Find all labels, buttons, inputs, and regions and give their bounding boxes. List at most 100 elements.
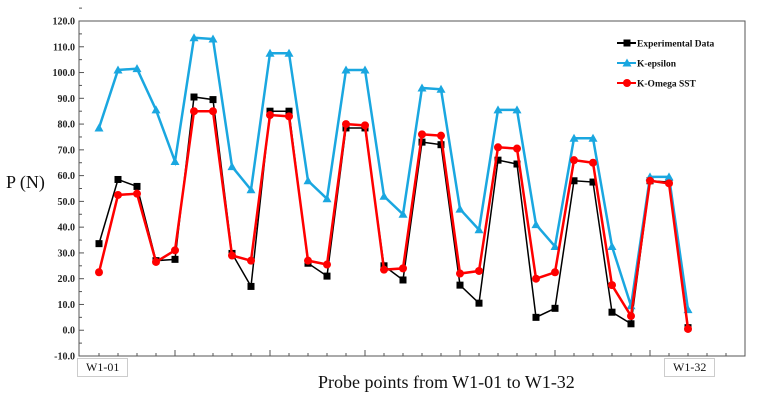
data-point <box>133 182 141 190</box>
y-tick-label: 100.0 <box>53 68 76 79</box>
data-point <box>132 64 142 73</box>
series-line-k-omega-sst <box>97 109 690 330</box>
x-start-label: W1-01 <box>77 358 129 377</box>
legend-marker <box>623 39 631 47</box>
data-point <box>380 265 388 274</box>
data-point <box>304 256 312 265</box>
data-point <box>455 204 465 213</box>
data-point <box>436 84 446 93</box>
data-point <box>627 312 635 321</box>
data-point <box>189 33 199 42</box>
data-point <box>95 268 103 277</box>
data-point <box>417 83 427 92</box>
data-point <box>493 105 503 114</box>
data-point <box>494 143 502 152</box>
data-point <box>513 144 521 153</box>
data-point <box>361 121 369 130</box>
data-point <box>418 130 426 139</box>
data-point <box>113 65 123 74</box>
plot-frame <box>78 20 746 357</box>
y-tick-label: 80.0 <box>58 120 76 131</box>
data-point <box>494 156 502 164</box>
legend-marker <box>622 58 632 67</box>
data-point <box>550 241 560 250</box>
data-point <box>627 320 635 328</box>
data-point <box>512 105 522 114</box>
data-point <box>114 175 122 183</box>
data-point <box>323 260 331 269</box>
data-point <box>171 255 179 263</box>
y-tick-label: 60.0 <box>58 171 76 182</box>
data-point <box>551 304 559 312</box>
y-tick-label: 10.0 <box>58 300 76 311</box>
data-point <box>322 194 332 203</box>
data-point <box>399 264 407 273</box>
data-point <box>266 111 274 120</box>
y-axis-title: P (N) <box>6 172 45 192</box>
data-point <box>532 313 540 321</box>
data-point <box>247 256 255 265</box>
x-axis-title: Probe points from W1-01 to W1-32 <box>318 372 575 392</box>
data-point <box>114 190 122 199</box>
data-point <box>209 96 217 104</box>
data-point <box>437 131 445 140</box>
data-point <box>303 176 313 185</box>
data-point <box>570 177 578 185</box>
data-point <box>209 107 217 116</box>
data-point <box>475 266 483 275</box>
data-point <box>94 123 104 132</box>
data-point <box>588 133 598 142</box>
data-point <box>342 120 350 129</box>
data-point <box>664 172 674 181</box>
data-point <box>570 156 578 165</box>
data-point <box>399 276 407 284</box>
y-tick-label: 20.0 <box>58 274 76 285</box>
legend: Experimental Data K-epsilon K-Omega SST <box>617 39 715 90</box>
data-point <box>607 241 617 250</box>
data-point <box>532 274 540 283</box>
y-tick-label: 120.0 <box>53 17 76 28</box>
data-point <box>171 246 179 255</box>
data-point <box>360 65 370 74</box>
data-point <box>589 178 597 186</box>
data-point <box>646 176 654 185</box>
data-point <box>152 257 160 266</box>
data-point <box>190 93 198 101</box>
data-point <box>398 209 408 218</box>
data-point <box>474 225 484 234</box>
data-point <box>589 158 597 167</box>
data-point <box>323 272 331 280</box>
data-point <box>513 160 521 168</box>
legend-marker <box>623 79 631 87</box>
data-point <box>475 299 483 307</box>
data-point <box>551 268 559 277</box>
data-point <box>284 48 294 57</box>
data-point <box>227 162 237 171</box>
data-point <box>285 107 293 115</box>
data-point <box>190 107 198 116</box>
data-point <box>151 105 161 114</box>
data-point <box>170 156 180 165</box>
y-tick-label: -10.0 <box>54 352 75 363</box>
data-point <box>246 185 256 194</box>
data-point <box>285 112 293 121</box>
y-tick-label: 50.0 <box>58 197 76 208</box>
data-point <box>569 133 579 142</box>
data-point <box>456 281 464 289</box>
legend-label: K-Omega SST <box>637 80 697 90</box>
y-tick-label: 70.0 <box>58 145 76 156</box>
y-tick-label: 0.0 <box>63 326 76 337</box>
legend-label: Experimental Data <box>637 40 715 50</box>
y-tick-label: 110.0 <box>53 42 75 53</box>
data-point <box>133 189 141 198</box>
series-line-k-epsilon <box>97 36 690 310</box>
data-point <box>265 48 275 57</box>
data-point <box>379 191 389 200</box>
y-tick-label: 90.0 <box>58 94 76 105</box>
data-point <box>608 281 616 290</box>
data-point <box>684 324 692 333</box>
data-point <box>95 240 103 248</box>
data-point <box>456 269 464 278</box>
